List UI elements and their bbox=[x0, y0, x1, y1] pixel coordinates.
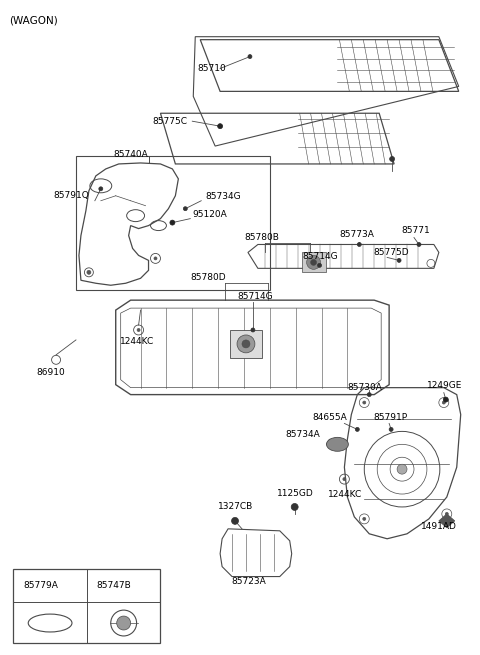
Text: 85791P: 85791P bbox=[373, 413, 408, 422]
Text: 1491AD: 1491AD bbox=[421, 522, 457, 531]
Circle shape bbox=[183, 207, 187, 211]
Circle shape bbox=[389, 428, 393, 432]
Circle shape bbox=[363, 517, 366, 520]
Circle shape bbox=[242, 340, 250, 348]
Circle shape bbox=[318, 263, 322, 267]
Circle shape bbox=[397, 464, 407, 474]
Circle shape bbox=[291, 504, 298, 510]
Circle shape bbox=[390, 157, 395, 162]
Circle shape bbox=[217, 124, 223, 128]
Text: 85747B: 85747B bbox=[97, 580, 132, 590]
Circle shape bbox=[355, 428, 360, 432]
Text: 85740A: 85740A bbox=[113, 149, 148, 159]
Bar bbox=[76, 156, 270, 290]
Text: 85780B: 85780B bbox=[244, 233, 279, 242]
Circle shape bbox=[99, 187, 103, 191]
Ellipse shape bbox=[326, 438, 348, 451]
Text: 85714G: 85714G bbox=[237, 291, 273, 301]
Text: 1327CB: 1327CB bbox=[218, 502, 253, 512]
Text: 1249GE: 1249GE bbox=[427, 381, 462, 390]
Circle shape bbox=[397, 259, 401, 263]
Bar bbox=[13, 569, 160, 643]
Text: 1125GD: 1125GD bbox=[277, 489, 313, 498]
Text: 85773A: 85773A bbox=[339, 230, 374, 239]
Text: (WAGON): (WAGON) bbox=[9, 16, 58, 26]
Circle shape bbox=[251, 328, 255, 332]
Bar bbox=[230, 330, 262, 358]
Text: 85771: 85771 bbox=[401, 226, 430, 235]
Text: 85734A: 85734A bbox=[286, 430, 321, 439]
Circle shape bbox=[343, 477, 346, 481]
Circle shape bbox=[170, 220, 175, 225]
Circle shape bbox=[248, 54, 252, 58]
Circle shape bbox=[363, 401, 366, 404]
Text: 85734G: 85734G bbox=[205, 193, 241, 201]
Circle shape bbox=[445, 512, 448, 515]
Circle shape bbox=[154, 257, 157, 260]
Circle shape bbox=[137, 329, 140, 331]
Circle shape bbox=[444, 397, 448, 402]
Circle shape bbox=[231, 517, 239, 525]
Circle shape bbox=[367, 392, 371, 396]
Circle shape bbox=[237, 335, 255, 353]
Text: 86910: 86910 bbox=[36, 368, 65, 377]
Circle shape bbox=[357, 242, 361, 246]
Text: 85775D: 85775D bbox=[373, 248, 409, 257]
Circle shape bbox=[307, 255, 321, 269]
Circle shape bbox=[117, 616, 131, 630]
Circle shape bbox=[87, 271, 91, 274]
Text: 1244KC: 1244KC bbox=[327, 489, 362, 498]
Text: 85775C: 85775C bbox=[153, 117, 188, 126]
Text: 85730A: 85730A bbox=[348, 383, 382, 392]
Polygon shape bbox=[439, 514, 455, 528]
Circle shape bbox=[311, 259, 316, 265]
Text: 84655A: 84655A bbox=[312, 413, 348, 422]
Text: 85780D: 85780D bbox=[190, 272, 226, 282]
Text: 85779A: 85779A bbox=[23, 580, 58, 590]
Text: 1244KC: 1244KC bbox=[120, 337, 154, 346]
Circle shape bbox=[417, 242, 421, 246]
Text: 85714G: 85714G bbox=[302, 252, 338, 261]
Circle shape bbox=[443, 401, 445, 404]
Text: 85723A: 85723A bbox=[231, 577, 266, 586]
Text: 85710: 85710 bbox=[197, 64, 226, 73]
Text: 95120A: 95120A bbox=[192, 210, 227, 219]
Text: 85791Q: 85791Q bbox=[53, 191, 89, 200]
Bar bbox=[301, 252, 325, 272]
